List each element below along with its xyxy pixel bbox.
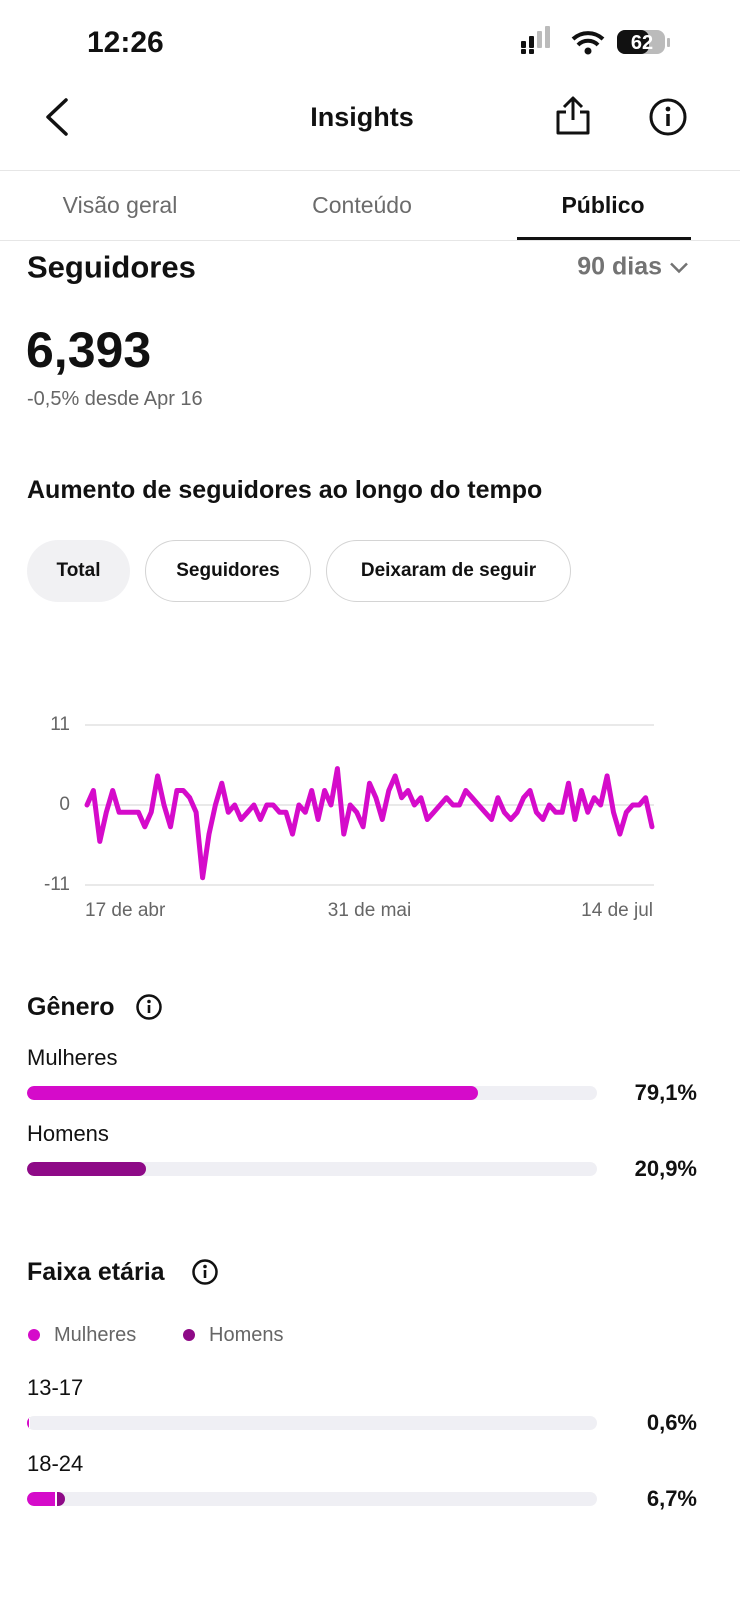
filter-chip[interactable]: Seguidores <box>145 540 311 602</box>
x-tick-label: 14 de jul <box>581 900 653 921</box>
follower-change: -0,5% desde Apr 16 <box>27 388 203 410</box>
value-label: 6,7% <box>646 1485 697 1511</box>
period-selector[interactable]: 90 dias <box>577 253 690 282</box>
bar-segment <box>54 1492 66 1506</box>
active-tab-indicator <box>517 237 691 240</box>
info-icon[interactable] <box>135 993 163 1021</box>
value-label: 20,9% <box>634 1155 697 1181</box>
bar <box>27 1086 478 1100</box>
page-title: Insights <box>310 101 414 132</box>
share-button[interactable] <box>553 96 593 136</box>
age-title: Faixa etária <box>27 1258 165 1286</box>
legend-dot <box>183 1329 195 1341</box>
tab[interactable]: Conteúdo <box>312 192 412 219</box>
bar-segment <box>27 1492 55 1506</box>
legend-label: Homens <box>209 1324 284 1346</box>
battery-level: 62 <box>630 32 654 54</box>
bar <box>27 1162 147 1176</box>
chevron-down <box>670 262 688 273</box>
bar-track <box>27 1086 597 1100</box>
bar-label: Homens <box>27 1120 109 1146</box>
x-tick-label: 17 de abr <box>85 900 166 921</box>
bar-segment <box>29 1416 31 1430</box>
divider <box>0 240 740 241</box>
value-label: 79,1% <box>634 1079 697 1105</box>
follower-count: 6,393 <box>26 322 152 378</box>
gender-title: Gênero <box>27 993 115 1021</box>
legend-label: Mulheres <box>54 1324 137 1346</box>
bar-segment <box>27 1416 30 1430</box>
status-time: 12:26 <box>87 26 164 59</box>
x-tick-label: 31 de mai <box>328 900 411 921</box>
data-line <box>84 766 655 881</box>
info-icon[interactable] <box>191 1258 219 1286</box>
tab[interactable]: Visão geral <box>62 192 178 219</box>
period-label: 90 dias <box>577 252 662 281</box>
y-tick-label: 0 <box>59 794 70 815</box>
bar-track <box>27 1162 597 1176</box>
section-title: Seguidores <box>27 249 196 285</box>
bar-total <box>27 1492 66 1506</box>
line-chart: 11 0 -11 17 de abr 31 de mai 14 de jul <box>44 714 655 921</box>
divider <box>0 170 740 171</box>
status-icons <box>521 26 670 55</box>
bar-label: 13-17 <box>27 1374 84 1400</box>
filter-chip[interactable]: Total <box>27 540 130 602</box>
info-button[interactable] <box>647 96 689 138</box>
value-label: 0,6% <box>646 1409 697 1435</box>
bar-label: 18-24 <box>27 1450 84 1476</box>
back-button[interactable] <box>40 97 80 137</box>
bar-track <box>27 1492 597 1506</box>
legend-dot <box>28 1329 40 1341</box>
bar-track <box>27 1416 597 1430</box>
y-tick-label: 11 <box>50 714 70 735</box>
tab[interactable]: Público <box>561 192 645 219</box>
bar-label: Mulheres <box>27 1044 118 1070</box>
bar-total <box>27 1416 31 1430</box>
chart-title: Aumento de seguidores ao longo do tempo <box>27 476 543 504</box>
filter-chip[interactable]: Deixaram de seguir <box>326 540 571 602</box>
y-tick-label: -11 <box>44 874 70 895</box>
